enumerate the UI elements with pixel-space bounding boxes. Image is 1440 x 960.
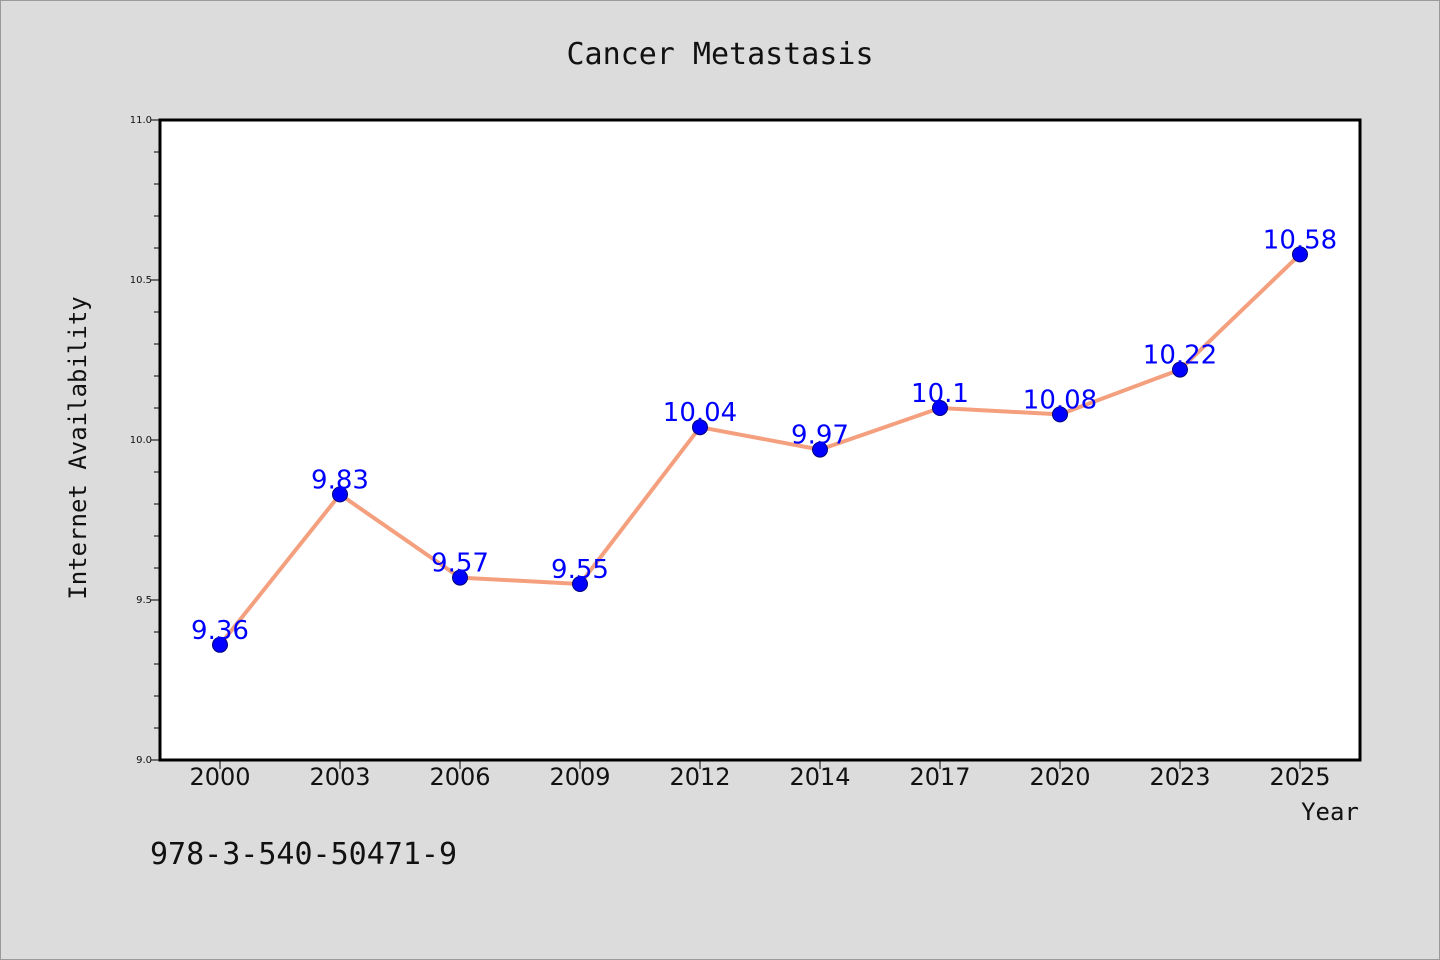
y-tick-label: 11.0 [130,115,152,126]
data-point [332,486,348,503]
data-label: 9.57 [431,549,489,579]
x-axis: 2000 2003 2006 2009 2012 2014 2017 2020 2023 2025 [189,760,1331,791]
data-label: 9.97 [791,421,849,451]
y-tick-label: 10.0 [130,435,152,446]
data-point [1172,361,1188,378]
data-point [212,636,228,653]
data-point [932,400,948,416]
data-label: 10.08 [1023,385,1097,415]
data-label: 10.22 [1143,341,1217,371]
data-label: 10.04 [663,398,737,428]
x-tick-label: 2006 [429,763,490,791]
footer-code: 978-3-540-50471-9 [150,837,457,872]
data-labels-group: 9.36 9.83 9.57 9.55 10.04 9.97 10.1 10.08 10.22 1… [191,225,1337,645]
data-point [452,569,468,586]
data-point [1052,406,1068,423]
x-tick-label: 2017 [909,763,970,791]
x-tick-label: 2025 [1269,763,1330,791]
data-point [572,576,588,592]
y-axis-label: Internet Availability [64,296,92,599]
y-axis: 9.0 9.5 10.0 10.5 11.0 [130,115,160,766]
x-tick-label: 2020 [1029,763,1090,791]
x-tick-label: 2009 [549,763,610,791]
x-axis-label: Year [1301,798,1359,826]
x-tick-label: 2014 [789,763,850,791]
x-tick-label: 2003 [309,763,370,791]
x-tick-label: 2012 [669,763,730,791]
y-tick-label: 9.5 [136,595,152,606]
series-line-group [218,252,1302,647]
data-point [692,419,708,436]
data-point [1292,246,1308,263]
data-point [812,441,828,458]
x-tick-label: 2023 [1149,763,1210,791]
y-tick-label: 10.5 [130,275,152,286]
series-line [218,252,1302,647]
y-tick-label: 9.0 [136,755,152,766]
chart-title: Cancer Metastasis [566,37,873,72]
data-label: 9.55 [551,555,609,585]
data-label: 9.36 [191,616,249,646]
series-points-group [212,246,1308,653]
x-tick-label: 2000 [189,763,250,791]
plot-area [158,118,1362,762]
data-label: 10.1 [911,379,969,409]
data-label: 9.83 [311,465,369,495]
data-label: 10.58 [1263,225,1337,255]
